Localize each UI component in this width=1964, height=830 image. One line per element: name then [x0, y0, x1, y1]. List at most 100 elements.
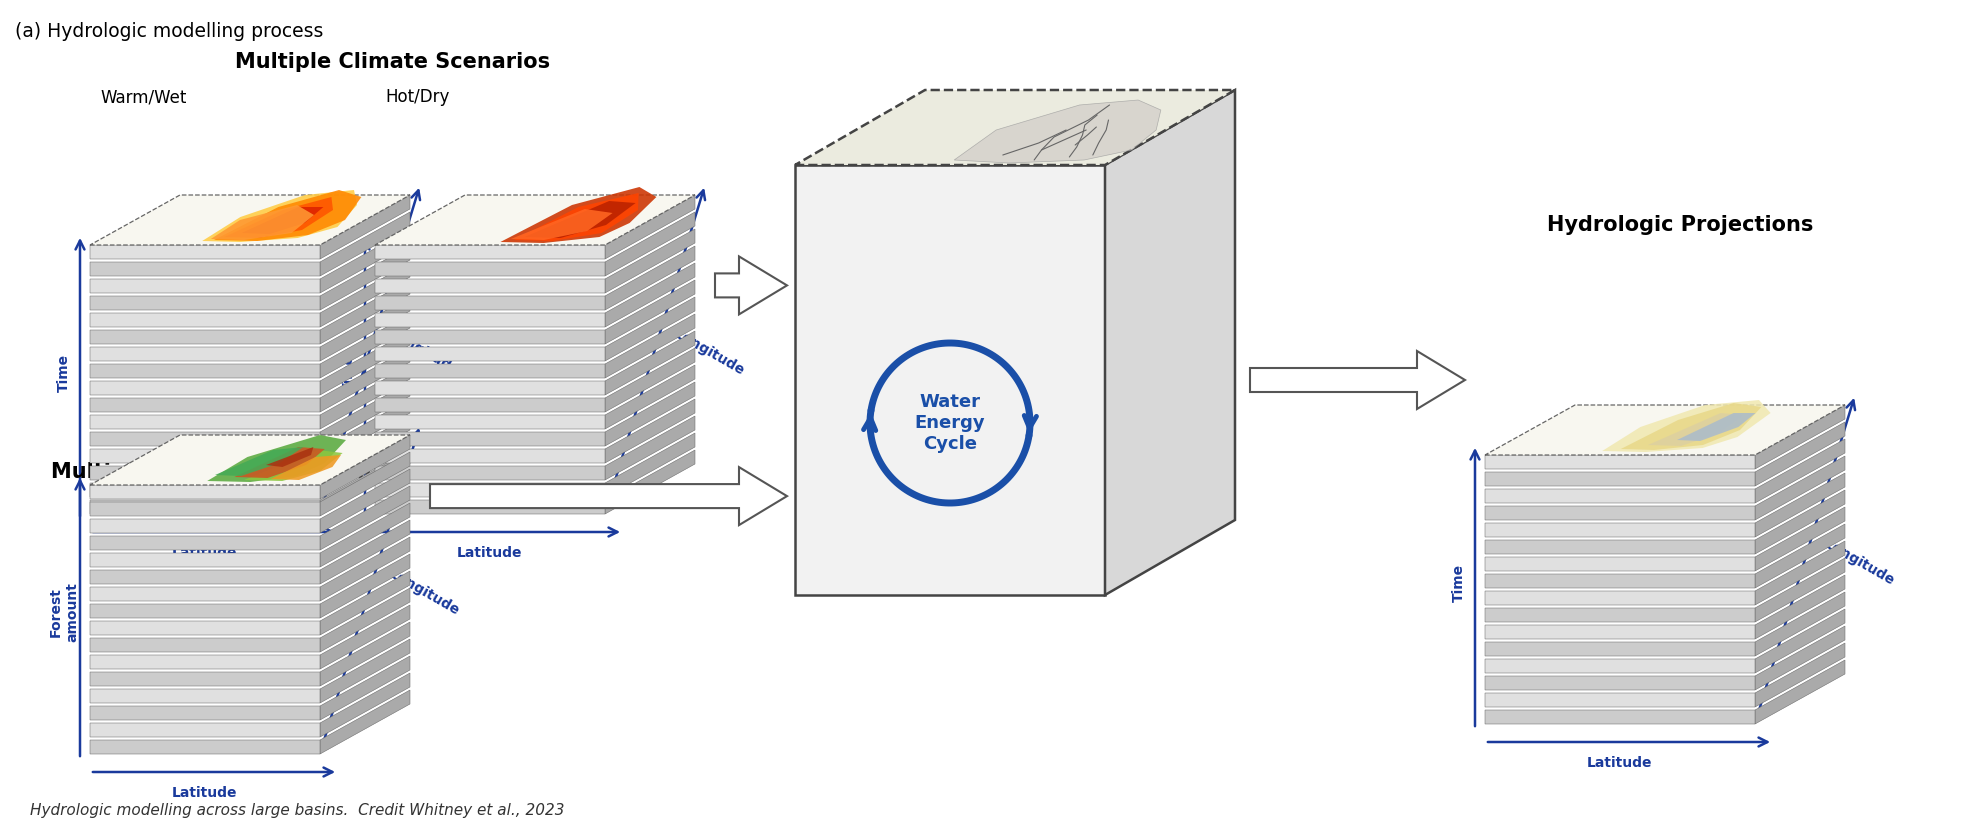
Text: Longitude: Longitude [387, 567, 462, 618]
Polygon shape [320, 673, 410, 737]
Polygon shape [90, 740, 320, 754]
Text: Longitude: Longitude [1823, 537, 1897, 588]
Polygon shape [955, 100, 1161, 163]
Polygon shape [515, 193, 638, 241]
Polygon shape [265, 447, 314, 467]
Polygon shape [605, 331, 695, 395]
Polygon shape [1648, 413, 1744, 446]
Polygon shape [90, 587, 320, 601]
Polygon shape [320, 382, 410, 446]
Polygon shape [210, 205, 314, 240]
Polygon shape [375, 415, 605, 429]
Polygon shape [90, 500, 320, 514]
Text: Multiple Climate Scenarios: Multiple Climate Scenarios [236, 52, 550, 72]
Polygon shape [1485, 574, 1756, 588]
Polygon shape [206, 435, 346, 482]
Text: Warm/Wet: Warm/Wet [100, 88, 187, 106]
Polygon shape [320, 503, 410, 567]
Polygon shape [605, 297, 695, 361]
Polygon shape [1756, 575, 1844, 639]
Polygon shape [90, 330, 320, 344]
Polygon shape [1485, 591, 1756, 605]
Polygon shape [1485, 710, 1756, 724]
Polygon shape [1249, 351, 1465, 409]
Polygon shape [375, 432, 605, 446]
Polygon shape [320, 314, 410, 378]
Polygon shape [375, 449, 605, 463]
Text: Time: Time [342, 354, 355, 392]
Polygon shape [795, 90, 1235, 165]
Polygon shape [1485, 472, 1756, 486]
Text: Latitude: Latitude [1587, 756, 1654, 770]
Polygon shape [605, 399, 695, 463]
Polygon shape [90, 449, 320, 463]
Polygon shape [501, 187, 656, 243]
Polygon shape [244, 450, 342, 481]
Polygon shape [320, 435, 410, 499]
Polygon shape [1485, 676, 1756, 690]
Polygon shape [90, 262, 320, 276]
Polygon shape [90, 519, 320, 533]
Polygon shape [1485, 540, 1756, 554]
Polygon shape [1756, 422, 1844, 486]
Polygon shape [90, 245, 320, 259]
Polygon shape [375, 313, 605, 327]
Polygon shape [320, 399, 410, 463]
Polygon shape [605, 416, 695, 480]
Text: Hydrologic modelling across large basins.  Credit Whitney et al., 2023: Hydrologic modelling across large basins… [29, 803, 564, 818]
Polygon shape [605, 212, 695, 276]
Polygon shape [1485, 523, 1756, 537]
Polygon shape [375, 483, 605, 497]
Polygon shape [1485, 557, 1756, 571]
Polygon shape [320, 605, 410, 669]
Polygon shape [1756, 541, 1844, 605]
Polygon shape [605, 280, 695, 344]
Polygon shape [320, 639, 410, 703]
Polygon shape [320, 690, 410, 754]
Polygon shape [320, 469, 410, 533]
Polygon shape [375, 245, 605, 259]
Polygon shape [90, 279, 320, 293]
Polygon shape [320, 656, 410, 720]
Polygon shape [511, 209, 613, 240]
Polygon shape [320, 486, 410, 550]
Text: Hydrologic Model: Hydrologic Model [905, 115, 1125, 135]
Polygon shape [605, 450, 695, 514]
Polygon shape [375, 398, 605, 412]
Polygon shape [90, 466, 320, 480]
Polygon shape [1756, 473, 1844, 537]
Polygon shape [1485, 608, 1756, 622]
Polygon shape [1756, 558, 1844, 622]
Polygon shape [375, 466, 605, 480]
Polygon shape [320, 348, 410, 412]
Polygon shape [90, 723, 320, 737]
Polygon shape [1756, 626, 1844, 690]
Polygon shape [320, 450, 410, 514]
Polygon shape [375, 500, 605, 514]
Text: Forest
amount: Forest amount [49, 583, 79, 642]
Polygon shape [1756, 609, 1844, 673]
Polygon shape [605, 263, 695, 327]
Polygon shape [605, 229, 695, 293]
Polygon shape [430, 467, 788, 525]
Polygon shape [605, 382, 695, 446]
Text: Hot/Dry: Hot/Dry [385, 88, 450, 106]
Polygon shape [234, 447, 324, 478]
Polygon shape [1756, 524, 1844, 588]
Polygon shape [320, 622, 410, 686]
Polygon shape [1620, 403, 1762, 450]
Polygon shape [1756, 643, 1844, 707]
Polygon shape [90, 672, 320, 686]
Polygon shape [214, 447, 302, 476]
Polygon shape [90, 502, 320, 516]
Polygon shape [605, 314, 695, 378]
Polygon shape [320, 263, 410, 327]
Polygon shape [320, 280, 410, 344]
Text: Time: Time [57, 354, 71, 392]
Polygon shape [375, 330, 605, 344]
Polygon shape [90, 689, 320, 703]
Polygon shape [320, 297, 410, 361]
Polygon shape [224, 197, 334, 238]
Polygon shape [202, 190, 357, 242]
Polygon shape [271, 455, 342, 480]
